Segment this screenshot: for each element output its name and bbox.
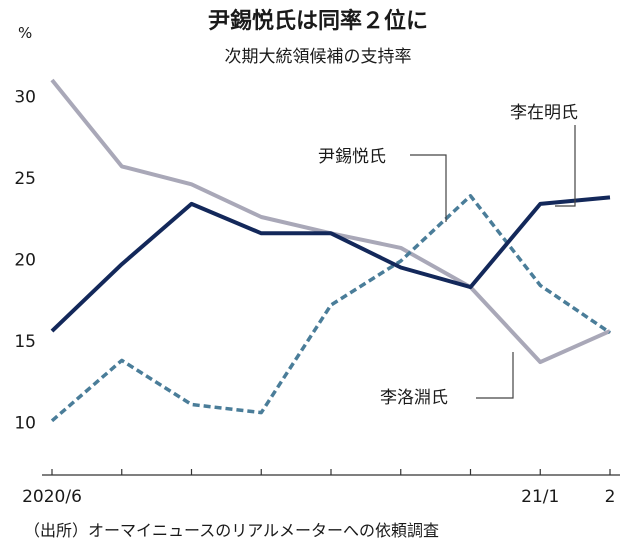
- y-tick-label: 15: [14, 332, 36, 352]
- y-tick-label: 30: [14, 87, 36, 107]
- source-note: （出所）オーマイニュースのリアルメーターへの依頼調査: [24, 521, 439, 540]
- chart-subtitle: 次期大統領候補の支持率: [225, 47, 412, 67]
- chart-title: 尹錫悦氏は同率２位に: [208, 8, 428, 34]
- label-lee-jae-myung: 李在明氏: [510, 103, 578, 207]
- leader-line-lee-nak-yon: [476, 352, 514, 399]
- leader-line-lee-jae-myung: [555, 125, 576, 207]
- series-label-yoon-suk-yeol: 尹錫悦氏: [318, 147, 386, 167]
- y-tick-label: 20: [14, 250, 36, 270]
- x-tick-label: 2: [605, 487, 616, 507]
- y-tick-label: 10: [14, 413, 36, 433]
- series-line-yoon-suk-yeol: [50, 194, 611, 423]
- series-line-lee-jae-myung: [50, 195, 611, 333]
- leader-line-yoon-suk-yeol: [410, 154, 447, 222]
- label-lee-nak-yon: 李洛淵氏: [380, 352, 514, 408]
- x-tick-label: 21/1: [521, 487, 559, 507]
- series-label-lee-nak-yon: 李洛淵氏: [380, 388, 448, 408]
- series-label-lee-jae-myung: 李在明氏: [510, 103, 578, 123]
- label-yoon-suk-yeol: 尹錫悦氏: [318, 147, 447, 222]
- x-tick-label: 2020/6: [22, 487, 82, 507]
- y-tick-label: 25: [14, 169, 36, 189]
- y-axis-unit: %: [18, 24, 32, 42]
